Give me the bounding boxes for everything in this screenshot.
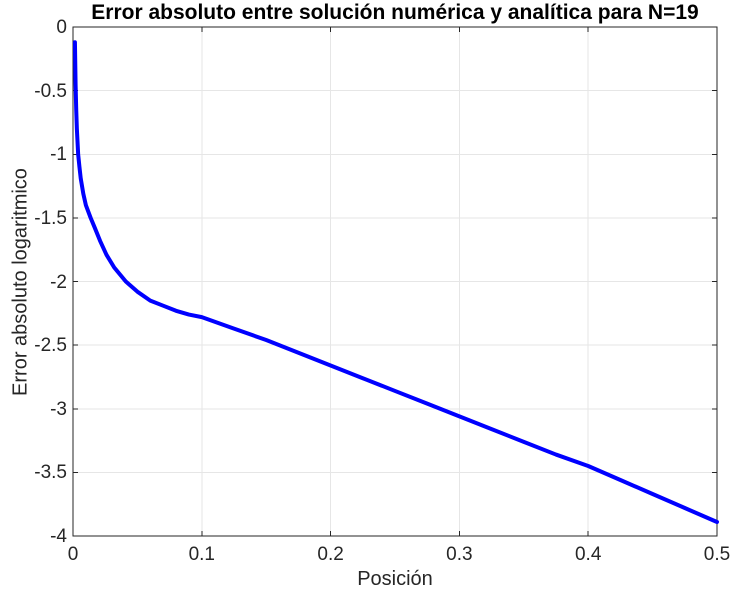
error-curve [72,40,719,524]
y-tick-label: -0.5 [34,80,67,102]
x-tick-label: 0.1 [188,544,215,565]
x-tick-label: 0.3 [446,544,473,565]
x-tick-label: 0.4 [574,544,602,565]
y-tick-label: 0 [56,17,67,38]
y-tick-label: -3 [50,398,67,420]
x-tick-label: 0.5 [703,544,731,565]
y-tick-label: -1.5 [34,207,67,229]
y-tick-label: -3.5 [34,462,67,484]
y-tick-label: -2 [50,271,67,293]
chart-title: Error absoluto entre solución numérica y… [91,1,699,24]
x-tick-label: 0 [67,544,79,565]
y-tick-label: -4 [50,526,67,547]
y-tick-label: -1 [50,144,67,166]
y-tick-label: -2.5 [34,335,67,357]
x-axis-label: Posición [357,568,433,590]
x-tick-label: 0.2 [317,544,344,565]
